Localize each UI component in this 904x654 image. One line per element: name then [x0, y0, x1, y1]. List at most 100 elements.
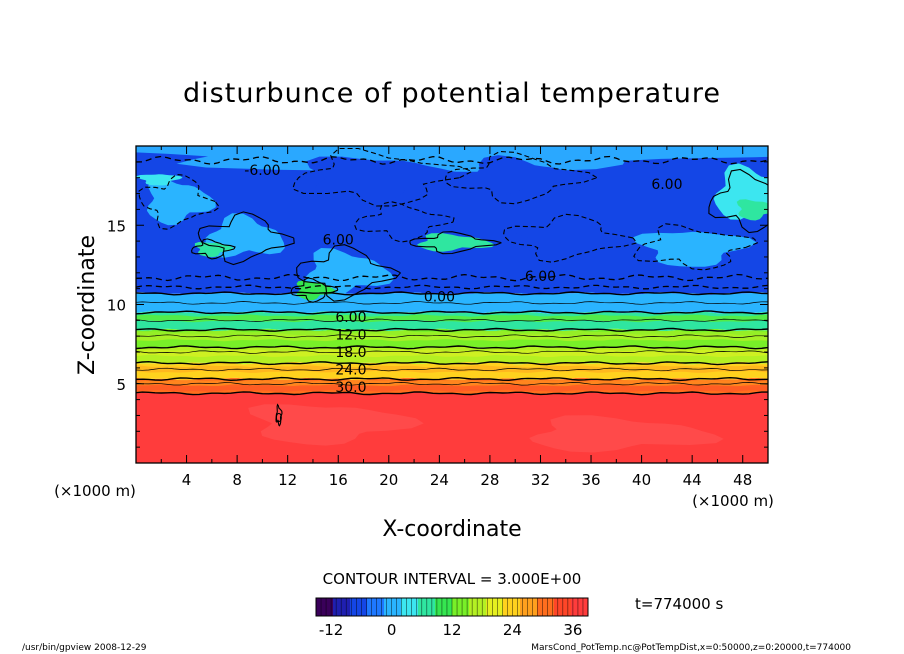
contour-line: [503, 213, 638, 263]
y-tick-label: 10: [107, 297, 126, 315]
cold-pool: [363, 203, 440, 236]
contour-line: [292, 147, 474, 207]
colorbar-tick-label: 0: [387, 621, 397, 639]
contour-label: 24.0: [335, 363, 366, 379]
contour-line: [633, 223, 759, 271]
y-tick-label: 15: [107, 217, 126, 235]
x-axis-ticks: 4 8 12 16 20 24 28 32 36 40 44 48: [160, 146, 752, 489]
footer-left: /usr/bin/gpview 2008-12-29: [22, 643, 147, 653]
contour-line: [354, 201, 455, 243]
contour-label: 18.0: [335, 345, 366, 361]
plot-area: -6.00 6.00 6.00 6.00 0.00 6.00 12.018.0 24.030.…: [107, 145, 769, 489]
contour-label: 0.00: [424, 290, 455, 306]
x-tick-label: 24: [430, 471, 449, 489]
cold-pool: [306, 156, 467, 202]
colorbar-cell: [384, 598, 402, 616]
colorbar-cell: [333, 598, 351, 616]
x-unit-label-right: (×1000 m): [692, 492, 774, 510]
contour-line: [136, 391, 768, 396]
upper-field-patches: [136, 146, 768, 453]
contour-line: [409, 231, 502, 255]
contour-label: 0: [275, 411, 283, 425]
colorbar-tick-label: 36: [563, 621, 582, 639]
x-tick-label: 12: [278, 471, 297, 489]
colorbar-cell: [503, 598, 521, 616]
contour-line-negative: [136, 273, 768, 282]
contour-line: [136, 345, 768, 350]
contour-label: -6.00: [244, 163, 280, 179]
contour-label: 6.00: [335, 310, 366, 326]
x-tick-label: 36: [581, 471, 600, 489]
contour-line: [445, 150, 598, 205]
colorbar-cell: [520, 598, 538, 616]
contour-label: 30.0: [335, 380, 366, 396]
colorbar-cell: [537, 598, 555, 616]
footer-right: MarsCond_PotTemp.nc@PotTempDist,x=0:5000…: [531, 643, 851, 653]
mixing-zone: [632, 231, 757, 267]
contour-line: [136, 310, 768, 315]
contour-line: [290, 277, 339, 303]
x-tick-label: 4: [182, 471, 192, 489]
x-tick-label: 44: [683, 471, 702, 489]
x-tick-label: 16: [329, 471, 348, 489]
y-tick-label: 5: [116, 376, 126, 394]
contour-interval-text: CONTOUR INTERVAL = 3.000E+00: [323, 570, 582, 588]
contour-line: [296, 244, 401, 302]
top-light-zone: [136, 146, 768, 172]
colorbar-tick-label: 24: [503, 621, 522, 639]
colorbar-cell: [486, 598, 504, 616]
contour-line-negative: [136, 155, 768, 165]
contour-line: [136, 327, 768, 333]
colorbar-cell: [350, 598, 368, 616]
contour-line: [136, 360, 768, 366]
colorbar-cell: [401, 598, 419, 616]
colorbar-lines: [320, 598, 584, 616]
colorbar-cell: [452, 598, 470, 616]
contour-line: [197, 211, 295, 266]
contour-labels: -6.00 6.00 6.00 6.00 0.00 6.00 12.018.0 24.030.…: [244, 163, 682, 425]
contour-line: [136, 382, 768, 386]
colorbar-ticks: -12 0 12 24 36: [319, 621, 583, 639]
x-tick-label: 8: [232, 471, 242, 489]
x-axis-label: X-coordinate: [382, 517, 521, 542]
contour-label: 12.0: [335, 328, 366, 344]
low-shade: [529, 415, 724, 453]
colorbar-cell: [316, 598, 334, 616]
time-text: t=774000 s: [635, 595, 723, 613]
low-shade: [248, 404, 424, 446]
contour-line: [136, 318, 768, 323]
contour-label: 6.00: [651, 177, 682, 193]
colorbar-cell: [571, 598, 589, 616]
x-tick-label: 32: [531, 471, 550, 489]
contour-line: [138, 173, 221, 230]
contour-line: [136, 376, 768, 382]
contour-line: [136, 291, 768, 296]
colorbar-frame: [315, 597, 589, 617]
colorbar-cell: [469, 598, 487, 616]
field-sub-band: [136, 365, 768, 373]
contour-line: [136, 367, 768, 372]
contour-label: 6.00: [323, 233, 354, 249]
contour-line-negative: [136, 284, 768, 290]
contour-line: [136, 334, 768, 338]
chart-title: disturbunce of potential temperature: [183, 78, 721, 109]
colorbar-tick-label: 12: [442, 621, 461, 639]
colorbar-cell: [367, 598, 385, 616]
warm-patch: [136, 174, 183, 186]
x-tick-label: 48: [733, 471, 752, 489]
contour-line: [275, 403, 283, 427]
y-axis-ticks: 5 10 15: [107, 161, 768, 448]
warm-patch: [736, 199, 768, 221]
colorbar-tick-label: -12: [319, 621, 344, 639]
colorbar-cell: [435, 598, 453, 616]
colorbar: -12 0 12 24 36: [315, 597, 589, 639]
x-tick-label: 28: [480, 471, 499, 489]
contour-label: 6.00: [525, 269, 556, 285]
y-axis-label: Z-coordinate: [75, 235, 100, 375]
contour-lines: [136, 147, 768, 427]
contour-line: [191, 238, 236, 260]
x-tick-label: 20: [379, 471, 398, 489]
field-sub-band: [136, 384, 768, 392]
